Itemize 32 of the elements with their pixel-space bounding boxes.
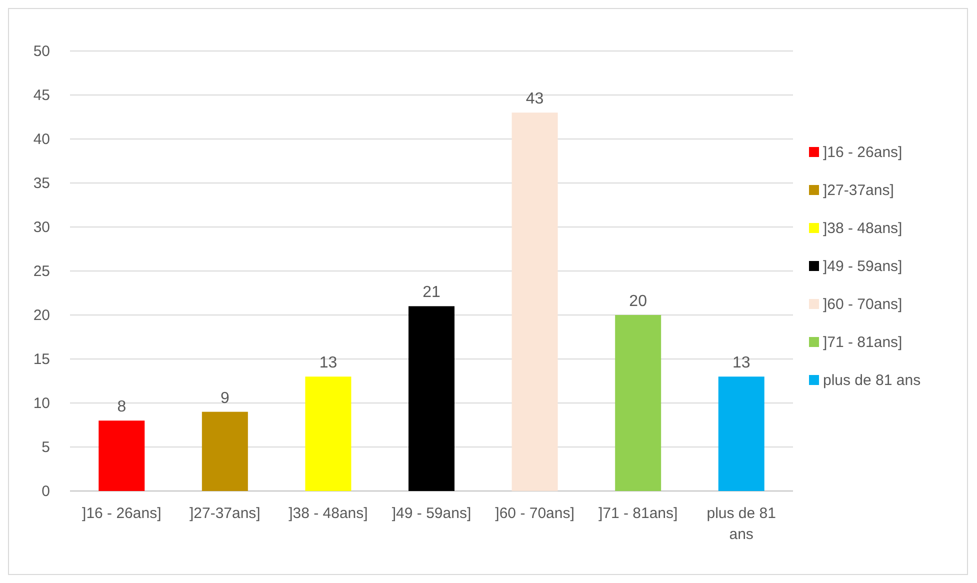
x-tick-label: plus de 81 ans <box>706 505 776 543</box>
x-tick-label: ]49 - 59ans] <box>392 505 472 522</box>
x-tick-label: ]27-37ans] <box>189 505 260 522</box>
data-label: 9 <box>220 390 230 407</box>
legend-label: ]60 - 70ans] <box>823 296 902 313</box>
data-label: 43 <box>526 90 544 108</box>
legend-label: ]27-37ans] <box>823 182 894 199</box>
data-label: 21 <box>422 284 440 302</box>
y-tick-label: 45 <box>33 87 50 104</box>
legend-label: ]16 - 26ans] <box>823 144 902 161</box>
legend-label: ]38 - 48ans] <box>823 220 902 237</box>
data-label: 8 <box>117 398 126 416</box>
legend-label: plus de 81 ans <box>823 372 921 389</box>
y-tick-label: 50 <box>33 43 50 60</box>
y-tick-label: 15 <box>33 351 50 368</box>
y-tick-label: 25 <box>33 263 50 280</box>
data-label: 13 <box>319 354 338 372</box>
x-tick-label: ]16 - 26ans] <box>82 505 162 522</box>
y-tick-label: 10 <box>33 395 50 412</box>
y-tick-label: 20 <box>33 307 50 324</box>
data-label: 13 <box>732 354 750 372</box>
legend-label: ]49 - 59ans] <box>823 258 902 275</box>
y-tick-label: 30 <box>33 219 50 236</box>
y-tick-label: 5 <box>42 439 50 456</box>
legend-label: ]71 - 81ans] <box>823 334 902 351</box>
data-label: 20 <box>629 293 648 310</box>
y-tick-label: 40 <box>33 131 50 148</box>
x-tick-label: ]38 - 48ans] <box>288 505 368 522</box>
x-tick-label: ]60 - 70ans] <box>495 505 574 522</box>
x-tick-label: ]71 - 81ans] <box>598 505 678 522</box>
y-tick-label: 35 <box>33 175 50 192</box>
y-tick-label: 0 <box>42 483 50 500</box>
